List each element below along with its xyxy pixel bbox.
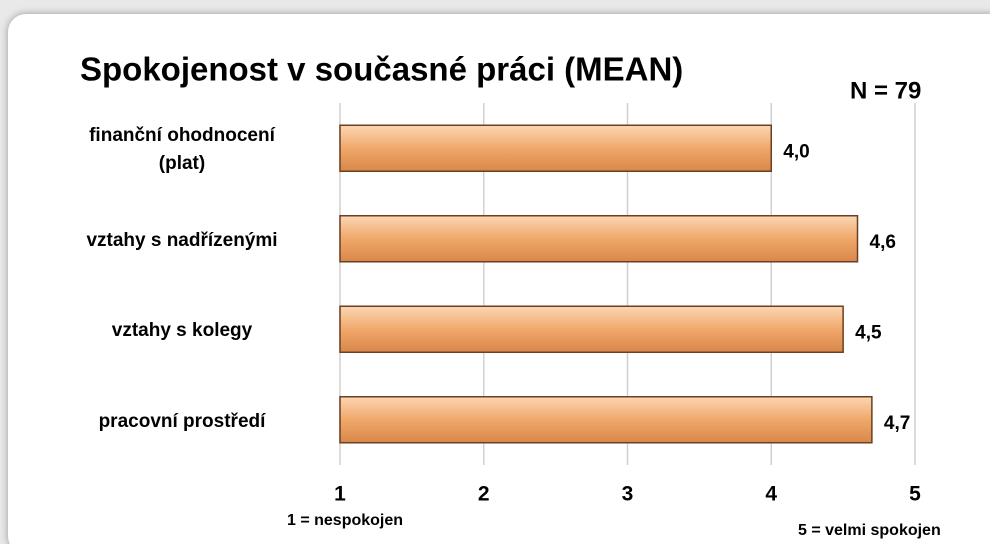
sample-size: N = 79 <box>850 77 921 104</box>
y-tick-label: vztahy s nadřízenými <box>86 229 278 251</box>
scale-low-note: 1 = nespokojen <box>287 512 403 529</box>
chart-title: Spokojenost v současné práci (MEAN) <box>80 51 683 88</box>
bar <box>339 124 772 172</box>
x-tick-label: 3 <box>622 483 634 506</box>
y-tick-label: pracovní prostředí <box>98 410 266 432</box>
x-tick-label: 2 <box>478 483 490 506</box>
bar <box>339 305 844 353</box>
value-label: 4,0 <box>783 141 809 162</box>
y-tick-label: vztahy s kolegy <box>111 320 253 342</box>
scale-high-note: 5 = velmi spokojen <box>798 522 941 539</box>
bar <box>339 215 859 263</box>
bar <box>339 396 873 444</box>
x-tick-label: 5 <box>909 483 921 506</box>
value-label: 4,5 <box>855 322 882 343</box>
x-tick-label: 4 <box>765 483 777 506</box>
chart-frame <box>8 14 990 544</box>
x-tick-label: 1 <box>334 483 346 506</box>
value-label: 4,7 <box>884 413 910 434</box>
y-tick-label: finanční ohodnocení (plat) <box>89 125 275 175</box>
value-label: 4,6 <box>870 232 896 253</box>
